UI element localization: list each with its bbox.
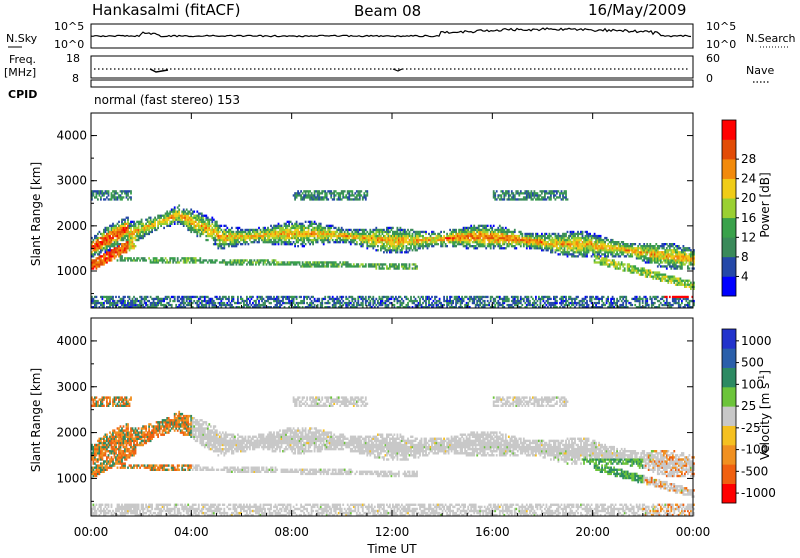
colorbar-segment <box>722 179 736 199</box>
power-colorbar-label: Power [dB] <box>758 172 772 237</box>
date-title: 16/May/2009 <box>588 1 686 19</box>
colorbar-tick-label: 8 <box>741 250 749 264</box>
colorbar-tick-label: 12 <box>741 230 756 244</box>
colorbar-tick-label: 4 <box>741 269 749 283</box>
power-ylabel: Slant Range [km] <box>29 162 43 266</box>
x-tick-label: 00:00 <box>74 525 109 539</box>
colorbar-segment <box>722 426 736 446</box>
station-title: Hankasalmi (fitACF) <box>92 1 240 19</box>
colorbar-tick-label: 1000 <box>741 334 772 348</box>
colorbar-segment <box>722 198 736 218</box>
power-colorbar: 4 8 12 16 20 24 28 <box>722 120 756 296</box>
y-tick-label: 2000 <box>56 219 87 233</box>
noise-tick-bottom-right: 10^0 <box>706 38 736 51</box>
colorbar-tick-label: 20 <box>741 191 756 205</box>
noise-panel: N.Sky 10^5 10^0 10^5 10^0 N.Search <box>6 20 796 51</box>
colorbar-tick-label: 16 <box>741 211 756 225</box>
freq-tick-top-right: 60 <box>706 52 720 65</box>
x-tick-label: 08:00 <box>274 525 309 539</box>
freq-dip-trace-2 <box>393 69 402 71</box>
colorbar-tick-label: 500 <box>741 356 764 370</box>
colorbar-segment <box>722 368 736 388</box>
colorbar-segment <box>722 387 736 407</box>
x-tick-label: 04:00 <box>174 525 209 539</box>
colorbar-segment <box>722 276 736 296</box>
colorbar-segment <box>722 348 736 368</box>
power-axes: 1000 2000 3000 4000 <box>56 113 693 308</box>
colorbar-segment <box>722 218 736 238</box>
cpid-mode-text: normal (fast stereo) 153 <box>94 93 240 107</box>
y-tick-label: 1000 <box>56 264 87 278</box>
x-axis-label: Time UT <box>366 542 417 554</box>
noise-tick-top-right: 10^5 <box>706 20 736 33</box>
colorbar-segment <box>722 464 736 484</box>
y-tick-label: 3000 <box>56 380 87 394</box>
velocity-ylabel: Slant Range [km] <box>29 368 43 472</box>
y-tick-label: 4000 <box>56 334 87 348</box>
x-tick-label: 12:00 <box>375 525 410 539</box>
colorbar-segment <box>722 445 736 465</box>
velocity-colorbar-label: Velocity [m s-1] <box>757 370 772 460</box>
noise-tick-top-left: 10^5 <box>54 20 84 33</box>
x-tick-label: 20:00 <box>575 525 610 539</box>
x-tick-label: 16:00 <box>475 525 510 539</box>
noise-tick-bottom-left: 10^0 <box>54 38 84 51</box>
colorbar-segment <box>722 159 736 179</box>
velocity-colorbar-label-sup: -1 <box>757 375 766 383</box>
velocity-panel: 1000 2000 3000 4000 00:00 04:00 08:00 12:00 16:0… <box>29 318 776 554</box>
freq-tick-top-left: 18 <box>66 52 80 65</box>
colorbar-tick-label: 25 <box>741 399 756 413</box>
power-panel: 1000 2000 3000 4000 Slant Range [km] 4 8 12 16… <box>29 113 772 308</box>
power-data <box>91 190 695 308</box>
freq-label-line1: Freq. <box>9 53 36 66</box>
y-tick-label: 3000 <box>56 174 87 188</box>
freq-tick-bottom-right: 0 <box>706 72 713 85</box>
velocity-data <box>91 396 695 516</box>
y-tick-label: 4000 <box>56 129 87 143</box>
colorbar-tick-label: 24 <box>741 172 756 186</box>
colorbar-segment <box>722 484 736 504</box>
colorbar-tick-label: -500 <box>741 464 768 478</box>
nave-label: Nave <box>746 64 774 77</box>
noise-sky-trace <box>91 28 691 37</box>
colorbar-segment <box>722 120 736 140</box>
freq-label-line2: [MHz] <box>4 66 36 79</box>
colorbar-segment <box>722 406 736 426</box>
colorbar-tick-label: -1000 <box>741 486 776 500</box>
colorbar-tick-label: 28 <box>741 152 756 166</box>
y-tick-label: 2000 <box>56 426 87 440</box>
cpid-panel: CPID normal (fast stereo) 153 <box>8 80 693 107</box>
beam-title: Beam 08 <box>354 2 421 20</box>
noise-search-label: N.Search <box>746 32 796 45</box>
cpid-panel-frame <box>91 80 693 87</box>
noise-sky-label: N.Sky <box>6 32 38 45</box>
colorbar-segment <box>722 329 736 349</box>
velocity-colorbar-label-main: Velocity [m s <box>758 383 772 460</box>
freq-tick-bottom-left: 8 <box>72 72 79 85</box>
cpid-label: CPID <box>8 88 37 101</box>
colorbar-segment <box>722 140 736 160</box>
x-tick-label: 00:00 <box>676 525 711 539</box>
colorbar-segment <box>722 257 736 277</box>
colorbar-segment <box>722 237 736 257</box>
freq-panel-frame <box>91 56 693 78</box>
velocity-colorbar-label-close: ] <box>758 370 772 375</box>
y-tick-label: 1000 <box>56 471 87 485</box>
